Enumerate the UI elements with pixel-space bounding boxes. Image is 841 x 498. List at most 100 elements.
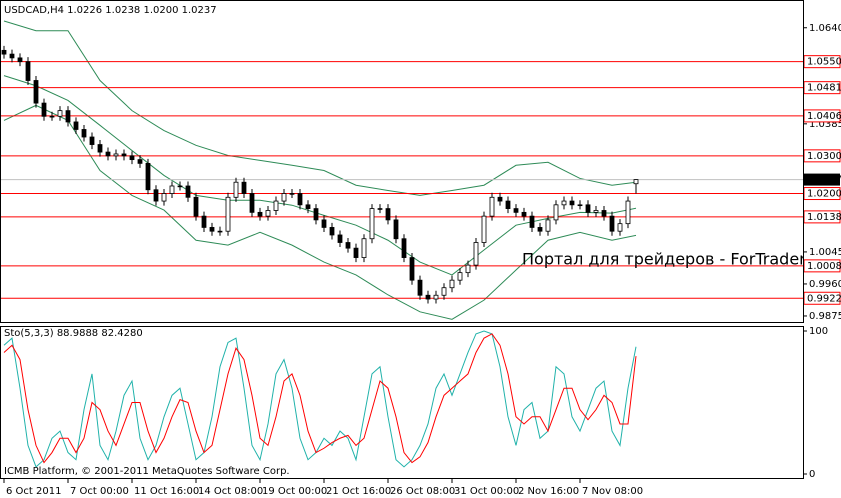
candle-body [313, 208, 319, 221]
candle-body [281, 193, 287, 202]
candle-body [625, 200, 631, 225]
candle-body [601, 210, 607, 217]
candle-body [137, 159, 143, 164]
candle-body [569, 200, 575, 206]
candle-body [305, 204, 311, 209]
x-tick-label: 2 Nov 16:00 [518, 486, 579, 497]
candle-body [433, 294, 439, 300]
candle-body [17, 57, 23, 63]
candle-body [465, 264, 471, 274]
x-tick-label: 11 Oct 16:00 [134, 486, 199, 497]
candle-body [201, 215, 207, 228]
candle-body [113, 153, 119, 157]
candle-body [489, 196, 495, 217]
level-label: 1.0406 [807, 111, 841, 122]
candle-body [633, 179, 639, 185]
candle-body [129, 155, 135, 161]
candle-body [33, 80, 39, 104]
stochastic-panel-frame [0, 326, 804, 479]
candle-body [353, 247, 359, 258]
candle-body [377, 208, 383, 210]
candle-body [441, 287, 447, 296]
bid-label: 1.0237 [807, 175, 841, 186]
candle-body [401, 238, 407, 258]
y-tick-label: 1.0045 [809, 247, 841, 258]
candle-body [593, 210, 599, 213]
candle-body [233, 181, 239, 198]
band-line [3, 104, 637, 320]
candle-body [89, 136, 95, 145]
bid-label-box [804, 173, 840, 186]
x-tick-label: 7 Nov 08:00 [582, 486, 643, 497]
candle-body [345, 242, 351, 249]
level-label: 1.0550 [807, 57, 841, 68]
candle-body [145, 162, 151, 191]
x-tick-label: 6 Oct 2011 [6, 486, 61, 497]
candle-body [617, 223, 623, 232]
level-label: 1.0138 [807, 212, 841, 223]
candle-body [497, 196, 503, 202]
candle-body [25, 61, 31, 81]
x-tick-label: 7 Oct 00:00 [70, 486, 129, 497]
candle-body [169, 185, 175, 194]
candle-body [1, 49, 7, 55]
candle-body [321, 219, 327, 228]
y-tick-label: 0.9875 [809, 311, 841, 322]
candle-body [385, 208, 391, 221]
stochastic-line [3, 333, 637, 464]
candle-body [545, 219, 551, 232]
watermark: Портал для трейдеров - ForTrader [522, 250, 806, 269]
candle-body [65, 110, 71, 123]
candle-body [513, 208, 519, 213]
candle-body [369, 208, 375, 240]
candle-body [49, 115, 55, 118]
candle-body [185, 185, 191, 198]
chart-title: USDCAD,H4 1.0226 1.0238 1.0200 1.0237 [4, 5, 217, 16]
axes: 1.0640 1.0385 1.0045 0.9960 0.9875 1.0550 1.04… [3, 23, 841, 497]
price-panel-frame [0, 0, 804, 323]
candle-body [193, 196, 199, 217]
candle-body [393, 219, 399, 240]
candle-body [417, 279, 423, 296]
x-tick-label: 19 Oct 00:00 [262, 486, 327, 497]
candle-body [257, 211, 263, 217]
candle-body [273, 200, 279, 211]
candle-body [217, 230, 223, 233]
candle-body [473, 242, 479, 266]
candle-body [121, 153, 127, 157]
candle-body [81, 129, 87, 138]
stochastic-plot [3, 330, 637, 468]
candle-body [161, 193, 167, 202]
indicator-title: Sto(5,3,3) 88.9888 82.4280 [4, 328, 143, 339]
candle-body [609, 215, 615, 232]
y-tick-label: 1.0640 [809, 23, 841, 34]
candle-body [225, 196, 231, 232]
candle-body [361, 238, 367, 258]
level-label: 0.9922 [807, 293, 841, 304]
stochastic-line [3, 330, 637, 468]
candle-body [425, 294, 431, 300]
y-tick-label: 0 [809, 469, 815, 480]
candle-body [529, 215, 535, 228]
candle-body [577, 204, 583, 207]
level-label: 1.0481 [807, 83, 841, 94]
level-label: 1.0300 [807, 151, 841, 162]
x-tick-label: 21 Oct 16:00 [326, 486, 391, 497]
candle-body [537, 227, 543, 232]
candle-body [481, 215, 487, 243]
candle-body [449, 279, 455, 289]
candle-body [505, 200, 511, 209]
y-tick-label: 0.9960 [809, 279, 841, 290]
candle-body [97, 144, 103, 153]
candle-body [457, 272, 463, 281]
candle-body [289, 193, 295, 195]
candle-body [41, 102, 47, 117]
candle-body [297, 193, 303, 206]
band-line [3, 20, 637, 196]
candle-body [249, 193, 255, 213]
candle-body [561, 200, 567, 206]
candle-body [553, 204, 559, 221]
x-tick-label: 31 Oct 00:00 [454, 486, 519, 497]
